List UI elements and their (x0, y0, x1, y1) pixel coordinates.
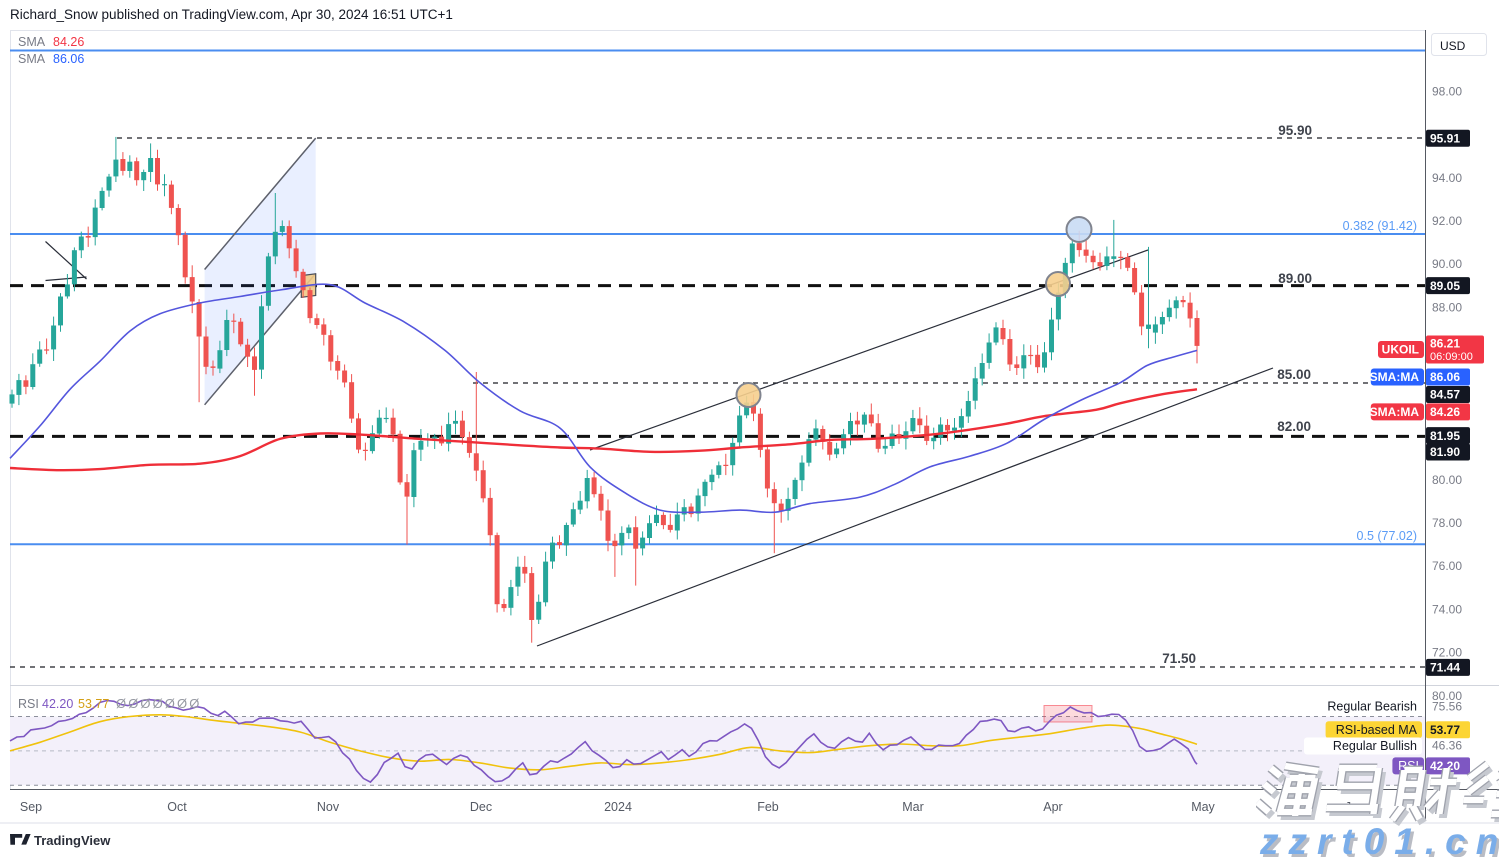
svg-text:85.00: 85.00 (1277, 367, 1311, 382)
svg-text:90.00: 90.00 (1432, 257, 1462, 271)
svg-text:84.26: 84.26 (1430, 405, 1460, 419)
svg-text:SMA: SMA (18, 35, 46, 49)
svg-text:81.95: 81.95 (1430, 429, 1460, 443)
svg-text:98.00: 98.00 (1432, 85, 1462, 99)
svg-text:86.06: 86.06 (53, 52, 84, 66)
svg-text:Regular Bearish: Regular Bearish (1327, 700, 1417, 714)
svg-text:Ø: Ø (153, 696, 163, 711)
svg-text:SMA: SMA (18, 52, 46, 66)
svg-text:Apr: Apr (1043, 800, 1062, 814)
svg-text:84.57: 84.57 (1430, 388, 1460, 402)
svg-text:Ø: Ø (128, 696, 138, 711)
svg-text:92.00: 92.00 (1432, 214, 1462, 228)
svg-text:86.21: 86.21 (1430, 337, 1460, 351)
svg-text:88.00: 88.00 (1432, 300, 1462, 314)
svg-text:Feb: Feb (757, 800, 779, 814)
svg-text:95.90: 95.90 (1278, 123, 1312, 138)
svg-text:SMA:MA: SMA:MA (1370, 405, 1420, 419)
svg-text:SMA:MA: SMA:MA (1370, 370, 1420, 384)
svg-text:Nov: Nov (317, 800, 340, 814)
svg-text:USD: USD (1440, 39, 1466, 53)
svg-text:Ø: Ø (177, 696, 187, 711)
svg-text:86.06: 86.06 (1430, 370, 1460, 384)
svg-text:RSI: RSI (18, 697, 39, 711)
svg-text:Sep: Sep (20, 800, 42, 814)
svg-text:74.00: 74.00 (1432, 602, 1462, 616)
svg-text:76.00: 76.00 (1432, 559, 1462, 573)
svg-text:82.00: 82.00 (1277, 419, 1311, 434)
svg-text:Ø: Ø (165, 696, 175, 711)
svg-text:2024: 2024 (604, 800, 632, 814)
svg-text:42.20: 42.20 (1430, 759, 1460, 773)
svg-text:42.20: 42.20 (42, 697, 73, 711)
svg-text:Dec: Dec (470, 800, 492, 814)
svg-text:0.5 (77.02): 0.5 (77.02) (1357, 529, 1417, 543)
svg-text:71.50: 71.50 (1162, 651, 1196, 666)
svg-text:80.00: 80.00 (1432, 689, 1462, 703)
svg-text:53.77: 53.77 (1430, 723, 1460, 737)
svg-text:53.77: 53.77 (78, 697, 109, 711)
svg-text:80.00: 80.00 (1432, 473, 1462, 487)
svg-text:Mar: Mar (902, 800, 924, 814)
svg-text:May: May (1191, 800, 1215, 814)
svg-text:Oct: Oct (167, 800, 187, 814)
svg-text:89.00: 89.00 (1278, 271, 1312, 286)
svg-text:94.00: 94.00 (1432, 171, 1462, 185)
svg-text:71.44: 71.44 (1430, 661, 1460, 675)
svg-text:78.00: 78.00 (1432, 516, 1462, 530)
svg-text:Ø: Ø (140, 696, 150, 711)
svg-text:72.00: 72.00 (1432, 645, 1462, 659)
svg-text:Ø: Ø (116, 696, 126, 711)
svg-text:89.05: 89.05 (1430, 279, 1460, 293)
svg-text:0.382 (91.42): 0.382 (91.42) (1343, 219, 1417, 233)
svg-text:81.90: 81.90 (1430, 445, 1460, 459)
svg-text:84.26: 84.26 (53, 35, 84, 49)
svg-text:RSI-based MA: RSI-based MA (1336, 723, 1418, 737)
svg-text:46.36: 46.36 (1432, 739, 1462, 753)
svg-text:UKOIL: UKOIL (1382, 343, 1419, 357)
svg-text:Ø: Ø (189, 696, 199, 711)
svg-text:06:09:00: 06:09:00 (1430, 351, 1473, 363)
svg-text:95.91: 95.91 (1430, 132, 1460, 146)
svg-text:75.56: 75.56 (1432, 700, 1462, 714)
svg-text:TradingView: TradingView (34, 833, 111, 848)
svg-text:Regular Bullish: Regular Bullish (1333, 739, 1417, 753)
